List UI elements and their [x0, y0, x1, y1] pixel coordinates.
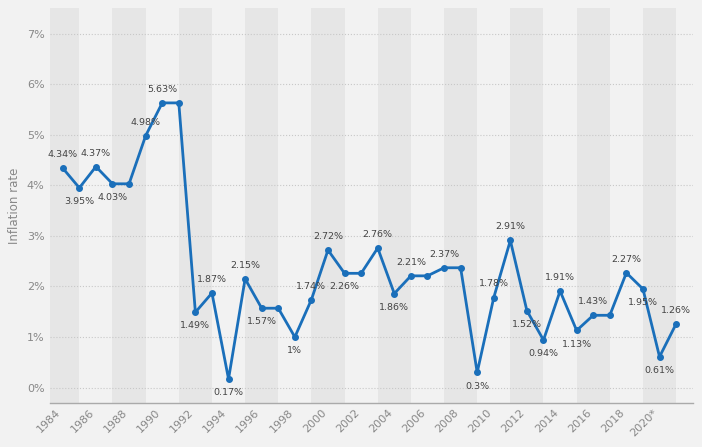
Text: 1.49%: 1.49%	[180, 321, 211, 330]
Text: 2.76%: 2.76%	[363, 230, 392, 239]
Text: 1.26%: 1.26%	[661, 306, 691, 315]
Text: 4.34%: 4.34%	[48, 150, 78, 159]
Bar	[345, 8, 378, 403]
Text: 1.52%: 1.52%	[512, 320, 542, 329]
Bar	[179, 8, 212, 403]
Bar	[145, 8, 179, 403]
Text: 1.74%: 1.74%	[296, 282, 326, 291]
Text: 0.3%: 0.3%	[465, 382, 489, 391]
Text: 2.26%: 2.26%	[329, 283, 359, 291]
Bar	[477, 8, 510, 403]
Text: 1.78%: 1.78%	[479, 279, 509, 288]
Bar	[278, 8, 312, 403]
Text: 1.57%: 1.57%	[246, 317, 277, 326]
Bar	[46, 8, 79, 403]
Text: 1.87%: 1.87%	[197, 275, 227, 284]
Text: 3.95%: 3.95%	[65, 197, 94, 206]
Text: 1.91%: 1.91%	[545, 273, 575, 282]
Bar	[676, 8, 702, 403]
Text: 0.61%: 0.61%	[644, 366, 675, 375]
Text: 5.63%: 5.63%	[147, 85, 178, 94]
Text: 0.94%: 0.94%	[529, 349, 559, 358]
Text: 2.37%: 2.37%	[429, 250, 459, 259]
Text: 2.15%: 2.15%	[230, 261, 260, 270]
Bar	[510, 8, 543, 403]
Bar	[312, 8, 345, 403]
Bar	[643, 8, 676, 403]
Text: 4.98%: 4.98%	[131, 118, 161, 127]
Text: 0.17%: 0.17%	[213, 388, 244, 397]
Text: 2.27%: 2.27%	[611, 255, 642, 264]
Text: 2.72%: 2.72%	[313, 232, 343, 241]
Bar	[212, 8, 245, 403]
Bar	[444, 8, 477, 403]
Text: 4.37%: 4.37%	[81, 148, 111, 157]
Bar	[610, 8, 643, 403]
Text: 1.13%: 1.13%	[562, 340, 592, 349]
Text: 1.43%: 1.43%	[578, 297, 609, 306]
Text: 1.95%: 1.95%	[628, 298, 658, 307]
Y-axis label: Inflation rate: Inflation rate	[8, 167, 21, 244]
Text: 4.03%: 4.03%	[98, 193, 128, 202]
Text: 1.86%: 1.86%	[379, 303, 409, 312]
Text: 1%: 1%	[287, 346, 303, 355]
Bar	[79, 8, 112, 403]
Bar	[411, 8, 444, 403]
Bar	[576, 8, 610, 403]
Bar	[112, 8, 145, 403]
Bar	[378, 8, 411, 403]
Bar	[245, 8, 278, 403]
Text: 2.91%: 2.91%	[496, 222, 525, 232]
Text: 2.21%: 2.21%	[396, 258, 426, 267]
Bar	[543, 8, 576, 403]
